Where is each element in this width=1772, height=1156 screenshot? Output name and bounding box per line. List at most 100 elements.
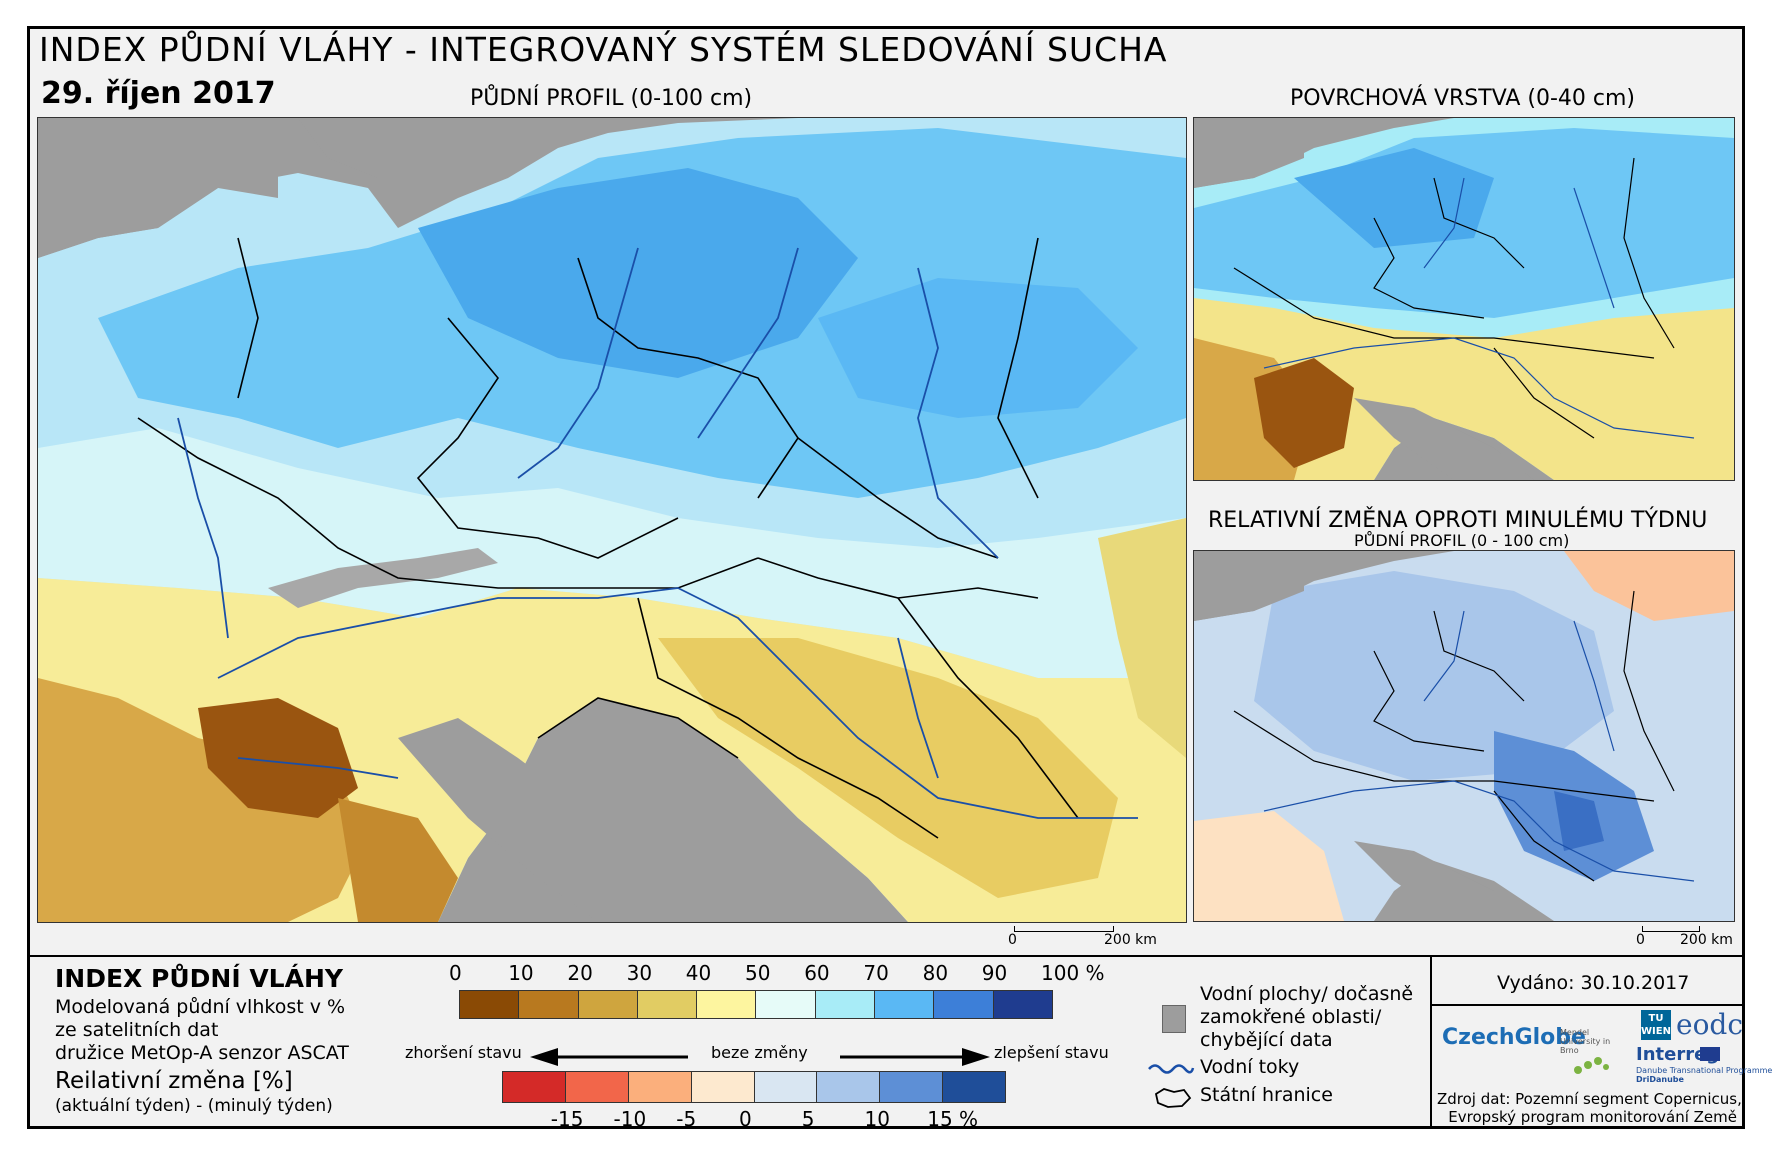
- legend-separator: [1430, 955, 1432, 1129]
- colorbar-tick-label: 50: [745, 961, 771, 985]
- colorbar-tick-label: 70: [863, 961, 889, 985]
- interreg-logo: Interreg: [1636, 1044, 1720, 1065]
- river-elbe: [517, 247, 639, 479]
- colorbar-tick-label: -10: [613, 1107, 647, 1131]
- arrow-worse-label: zhoršení stavu: [405, 1043, 522, 1062]
- river-icon: [1148, 1064, 1195, 1074]
- adriatic-sea: [1354, 398, 1534, 480]
- colorbar-segment: [503, 1072, 565, 1102]
- border-d: [1623, 590, 1675, 792]
- border-b: [1433, 177, 1525, 269]
- interreg-subtitle: Danube Transnational Programme: [1636, 1066, 1772, 1075]
- river-tisza: [897, 637, 939, 779]
- dry-region-west: [38, 678, 368, 922]
- colorbar-segment: [627, 1072, 691, 1102]
- river-danube: [217, 587, 1138, 819]
- dry-region-east: [1098, 518, 1186, 758]
- change-map-canvas: [1194, 551, 1734, 921]
- colorbar-tick-label: 90: [981, 961, 1008, 985]
- adriatic-sea: [1354, 841, 1534, 921]
- scale-zero-label: 0: [1008, 932, 1017, 948]
- change-map-subtitle: PŮDNÍ PROFIL (0 - 100 cm): [1354, 531, 1570, 550]
- main-soil-moisture-map[interactable]: [37, 117, 1187, 923]
- river-elbe: [1423, 610, 1465, 702]
- change-legend-desc: (aktuální týden) - (minulý týden): [55, 1096, 333, 1116]
- baltic-sea: [298, 118, 558, 188]
- border-icon: [1154, 1088, 1192, 1108]
- colorbar-tick-label: 40: [685, 961, 712, 985]
- colorbar-segment: [460, 991, 519, 1018]
- change-legend-title: Reilativní změna [%]: [55, 1068, 293, 1094]
- scale-end-label: 200 km: [1680, 932, 1733, 948]
- river-oder: [697, 247, 799, 439]
- colorbar-tick-label: 10: [508, 961, 534, 985]
- colorbar-segment: [879, 1072, 943, 1102]
- border-slovenia: [537, 697, 739, 759]
- improvement-region: [1254, 571, 1614, 781]
- border-romania: [897, 597, 1079, 819]
- arrow-better-label: zlepšení stavu: [994, 1043, 1109, 1062]
- river-vistula: [1573, 620, 1615, 752]
- source-line-2: Evropský program monitorování Země: [1448, 1108, 1737, 1126]
- colorbar-tick-label: 30: [626, 961, 653, 985]
- river-rhine: [177, 417, 229, 639]
- colorbar-tick-label: 20: [567, 961, 593, 985]
- north-sea: [38, 118, 278, 258]
- borders-label: Státní hranice: [1200, 1084, 1333, 1106]
- border-a: [1373, 217, 1485, 319]
- index-colorbar: [459, 990, 1053, 1019]
- colorbar-segment: [933, 991, 993, 1018]
- legend-desc-1: Modelovaná půdní vlhkost v %: [55, 996, 346, 1018]
- surface-map-canvas: [1194, 118, 1734, 480]
- dridanube-label: DriDanube: [1636, 1075, 1684, 1084]
- eu-flag-icon: [1700, 1047, 1720, 1061]
- worsening-region-ne: [1564, 551, 1734, 621]
- border-c: [1233, 710, 1655, 802]
- border-b: [1433, 610, 1525, 702]
- page-title: INDEX PŮDNÍ VLÁHY - INTEGROVANÝ SYSTÉM S…: [39, 30, 1168, 69]
- colorbar-tick-label: 0: [739, 1107, 752, 1131]
- water-bodies-swatch: [1162, 1005, 1186, 1033]
- mendel-dots-icon: [1574, 1057, 1609, 1074]
- very-dry-po-valley: [198, 698, 358, 818]
- border-e: [1493, 347, 1595, 439]
- legend-panel: [27, 955, 1745, 1131]
- border-e: [1493, 790, 1595, 882]
- date-label: 29. říjen 2017: [41, 76, 276, 111]
- change-colorbar: [502, 1071, 1006, 1103]
- adriatic-sea: [398, 718, 718, 922]
- change-map-title: RELATIVNÍ ZMĚNA OPROTI MINULÉMU TÝDNU: [1208, 508, 1708, 533]
- north-sea: [1194, 551, 1304, 621]
- issued-separator: [1432, 1004, 1745, 1006]
- wet-region-poland: [818, 278, 1138, 418]
- arrow-left-icon: [530, 1048, 688, 1066]
- moderate-region: [38, 428, 1186, 678]
- very-wet-core: [1294, 148, 1494, 248]
- water-label-1: Vodní plochy/ dočasně: [1200, 983, 1414, 1005]
- river-vistula: [1573, 187, 1615, 309]
- colorbar-segment: [753, 1072, 817, 1102]
- border-west: [237, 237, 259, 399]
- strongest-improvement-spot: [1554, 791, 1604, 851]
- north-sea: [1194, 118, 1304, 188]
- colorbar-tick-label: -15: [550, 1107, 584, 1131]
- source-line-1: Zdroj dat: Pozemní segment Copernicus,: [1437, 1090, 1742, 1108]
- eodc-logo: eodc: [1676, 1008, 1744, 1041]
- border-a: [1373, 650, 1485, 752]
- colorbar-segment: [518, 991, 578, 1018]
- colorbar-tick-label: 80: [922, 961, 949, 985]
- colorbar-tick-label: -5: [676, 1107, 697, 1131]
- relative-change-map[interactable]: [1193, 550, 1735, 922]
- colorbar-tick-label: 100 %: [1041, 961, 1105, 985]
- colorbar-tick-label: 5: [801, 1107, 815, 1131]
- slight-worsening-west: [1194, 811, 1344, 921]
- river-danube: [1263, 780, 1695, 882]
- surface-layer-map[interactable]: [1193, 117, 1735, 481]
- colorbar-segment: [992, 991, 1052, 1018]
- colorbar-segment: [874, 991, 934, 1018]
- colorbar-segment: [755, 991, 815, 1018]
- alps-no-data: [268, 548, 498, 608]
- arrow-none-label: beze změny: [711, 1043, 808, 1062]
- dry-region-italy: [338, 798, 458, 922]
- issued-date: Vydáno: 30.10.2017: [1497, 972, 1690, 994]
